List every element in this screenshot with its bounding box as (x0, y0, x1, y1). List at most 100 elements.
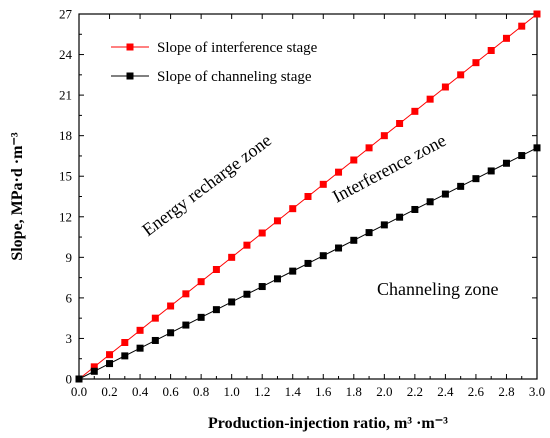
x-tick-label: 2.8 (498, 384, 514, 399)
data-point (457, 182, 465, 190)
data-point (396, 120, 404, 127)
zone-label: Energy recharge zone (138, 130, 275, 240)
x-tick-label: 1.4 (285, 384, 302, 399)
y-axis-title: Slope, MPa·d ·m⁻³ (9, 132, 26, 261)
data-point (273, 217, 281, 225)
data-point (304, 193, 312, 200)
data-point (441, 83, 449, 91)
series-layer (75, 10, 541, 383)
data-point (182, 321, 190, 329)
data-point (197, 313, 205, 321)
data-point (273, 275, 281, 283)
x-tick-label: 2.6 (468, 384, 485, 399)
data-point (426, 95, 434, 103)
y-tick-label: 18 (59, 128, 72, 143)
x-tick-label: 0.6 (162, 384, 179, 399)
x-tick-label: 0.2 (101, 384, 117, 399)
data-point (136, 326, 144, 334)
annotation-layer: Energy recharge zone Interference zone Cha… (138, 130, 498, 299)
data-point (121, 352, 129, 360)
x-tick-label: 2.4 (437, 384, 454, 399)
data-point (457, 71, 465, 79)
y-tick-label: 27 (59, 7, 73, 22)
data-point (151, 314, 159, 322)
data-point (258, 229, 266, 237)
x-tick-label: 1.8 (346, 384, 362, 399)
x-tick-label: 2.2 (407, 384, 423, 399)
data-point (243, 290, 251, 298)
data-point (350, 156, 358, 164)
data-point (533, 10, 541, 18)
data-point (472, 175, 480, 183)
data-point (502, 34, 510, 42)
zone-label: Interference zone (329, 130, 449, 207)
y-tick-label: 24 (59, 47, 73, 62)
data-point (90, 363, 98, 371)
y-tick-label: 9 (66, 250, 73, 265)
legend-label: Slope of interference stage (157, 40, 318, 56)
data-point (518, 152, 526, 160)
data-point (106, 360, 114, 368)
x-tick-label: 1.0 (224, 384, 240, 399)
y-tick-label: 12 (59, 209, 72, 224)
data-point (319, 252, 327, 260)
data-point (258, 283, 266, 291)
data-point (426, 198, 434, 206)
data-point (90, 367, 98, 375)
legend-label: Slope of channeling stage (157, 69, 312, 85)
data-point (380, 221, 388, 229)
data-point (411, 107, 419, 115)
data-point (289, 205, 297, 213)
data-point (136, 344, 144, 352)
data-point (441, 190, 449, 198)
data-point (518, 22, 526, 30)
data-point (533, 144, 541, 152)
data-point (212, 306, 220, 314)
x-tick-label: 2.0 (376, 384, 392, 399)
data-point (182, 290, 190, 298)
y-tick-label: 6 (66, 290, 73, 305)
data-point (487, 47, 495, 54)
legend-marker (126, 43, 134, 51)
x-tick-label: 1.2 (254, 384, 270, 399)
legend: Slope of interference stage Slope of chan… (111, 40, 318, 85)
data-point (243, 241, 251, 249)
y-tick-label: 15 (59, 169, 72, 184)
data-point (319, 180, 327, 188)
y-tick-label: 0 (66, 372, 73, 387)
data-point (167, 302, 175, 310)
data-point (472, 59, 480, 67)
data-point (335, 244, 343, 252)
x-tick-label: 0.8 (193, 384, 209, 399)
data-point (304, 259, 312, 267)
legend-marker (126, 72, 134, 80)
data-point (289, 267, 297, 275)
data-point (365, 144, 373, 152)
data-point (411, 205, 419, 213)
data-point (197, 278, 205, 286)
series-channeling (75, 144, 541, 383)
data-point (75, 375, 83, 383)
data-point (228, 298, 236, 306)
data-point (121, 339, 129, 346)
data-point (365, 229, 373, 237)
x-axis-title: Production-injection ratio, m³ ·m⁻³ (208, 415, 448, 432)
data-point (502, 159, 510, 167)
zone-label: Channeling zone (377, 279, 498, 299)
data-point (228, 253, 236, 261)
x-tick-label: 1.6 (315, 384, 332, 399)
y-tick-label: 21 (59, 88, 72, 103)
data-point (350, 236, 358, 244)
data-point (335, 168, 343, 176)
data-point (380, 132, 388, 140)
data-point (167, 329, 175, 337)
x-tick-label: 0.4 (132, 384, 149, 399)
data-point (151, 336, 159, 344)
x-tick-label: 0.0 (71, 384, 87, 399)
series-interference (75, 10, 541, 383)
y-tick-label: 3 (66, 331, 73, 346)
x-tick-label: 3.0 (529, 384, 545, 399)
plot-area: 0.0 0.2 0.4 0.6 0.8 1.0 1.2 1.4 1.6 1.8 2.0 2.2 2.4 2… (59, 7, 545, 400)
data-point (212, 266, 220, 273)
